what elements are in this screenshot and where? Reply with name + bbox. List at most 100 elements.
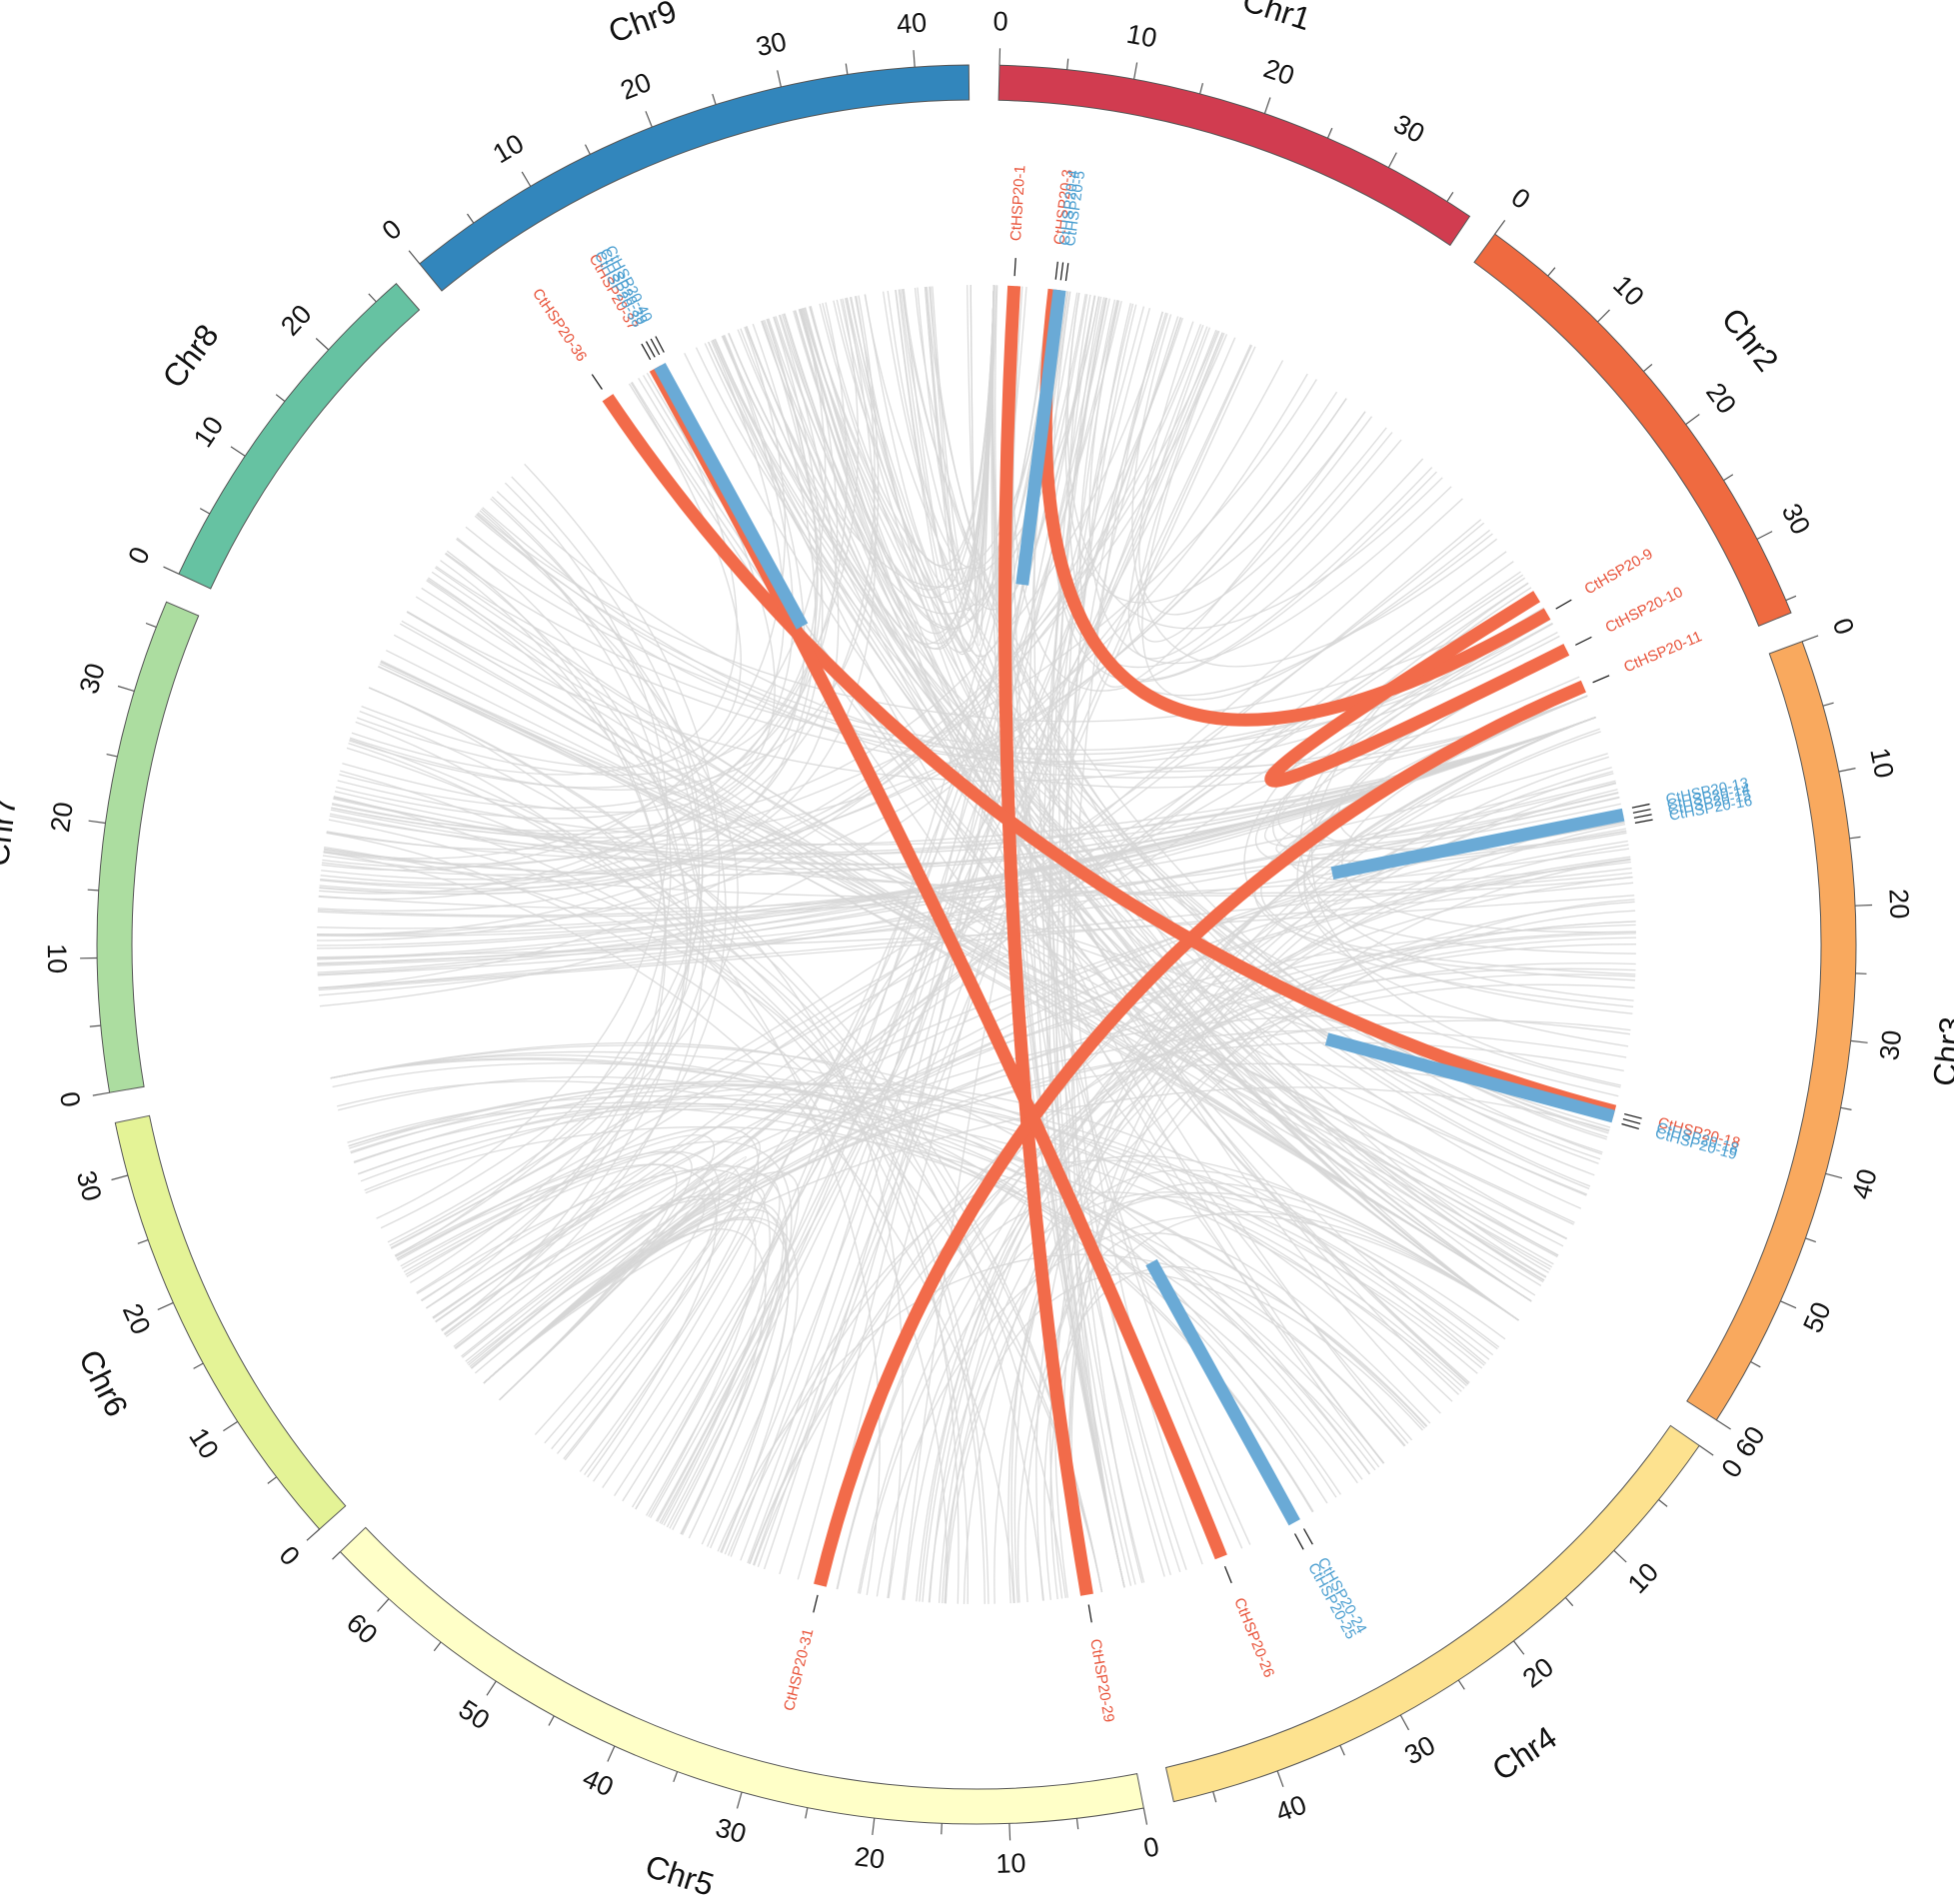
tick-mark — [368, 293, 377, 303]
gene-label: CtHSP20-10 — [1603, 584, 1686, 637]
collinearity-link — [320, 295, 876, 887]
tick-label: 50 — [1797, 1297, 1837, 1337]
collinearity-link — [858, 844, 1629, 1594]
collinearity-link — [365, 1126, 1406, 1446]
tick-mark — [1825, 1172, 1843, 1179]
tick-mark — [584, 144, 591, 155]
collinearity-link — [401, 620, 1532, 1302]
tick-mark — [1008, 1823, 1011, 1841]
tick-label: 20 — [1260, 53, 1298, 91]
collinearity-link — [441, 1193, 790, 1549]
collinearity-link — [319, 320, 824, 893]
collinearity-link — [405, 1163, 678, 1401]
collinearity-link — [321, 398, 1347, 881]
tick-label: 20 — [275, 299, 317, 341]
collinearity-link — [1127, 327, 1393, 660]
collinearity-link — [318, 334, 1228, 988]
collinearity-link — [474, 1228, 767, 1535]
tick-mark — [1750, 1360, 1761, 1368]
collinearity-link — [1068, 731, 1601, 1596]
collinearity-link — [394, 508, 672, 1257]
tick-label: 0 — [377, 214, 408, 247]
tick-mark — [377, 1598, 390, 1612]
tick-mark — [1387, 152, 1397, 168]
collinearity-link — [783, 313, 1519, 1321]
tandem-duplication-link — [1015, 289, 1066, 586]
tick-label: 10 — [188, 411, 230, 453]
collinearity-link — [317, 323, 817, 912]
collinearity-link — [929, 983, 1635, 1603]
collinearity-link — [317, 391, 1338, 936]
tick-mark — [1564, 1597, 1574, 1607]
tick-mark — [145, 622, 157, 628]
collinearity-link — [483, 815, 1624, 1384]
collinearity-link — [431, 571, 1567, 1240]
collinearity-link — [809, 306, 1591, 1187]
gene-label: CtHSP20-1 — [1007, 165, 1028, 242]
tick-label: 10 — [42, 944, 72, 974]
tick-mark — [199, 508, 211, 515]
tick-mark — [1822, 702, 1834, 707]
chromosome-label: Chr1 — [1238, 0, 1315, 37]
tick-label: 60 — [1729, 1421, 1770, 1462]
collinearity-link — [322, 373, 1308, 876]
gene-pointer-arrow — [1054, 261, 1058, 280]
collinearity-link — [768, 318, 1532, 1302]
tick-label: 20 — [1883, 889, 1914, 920]
collinearity-link — [322, 379, 1317, 869]
chromosome-chr6 — [114, 1114, 347, 1530]
chromosome-label: Chr9 — [604, 0, 681, 50]
collinearity-link — [440, 931, 1636, 1331]
segmental-duplication-link — [1264, 591, 1570, 788]
tick-mark — [1066, 58, 1069, 70]
tick-mark — [1597, 309, 1610, 323]
tick-mark — [1658, 1499, 1668, 1507]
tandem-duplication-link — [1324, 1032, 1615, 1123]
tick-mark — [332, 1551, 341, 1560]
tick-label: 0 — [992, 6, 1008, 36]
collinearity-link — [916, 921, 1636, 1602]
collinearity-link — [316, 324, 1202, 942]
collinearity-link — [1138, 321, 1387, 616]
tick-mark — [1698, 1444, 1714, 1456]
tick-label: 0 — [273, 1540, 305, 1571]
collinearity-link — [1007, 1195, 1485, 1604]
collinearity-link — [864, 294, 1599, 1164]
tick-mark — [777, 70, 782, 88]
collinearity-link — [386, 650, 1574, 1225]
collinearity-link — [748, 728, 1600, 1564]
tandem-duplication-link — [1330, 808, 1625, 880]
gene-pointer-arrow — [650, 338, 661, 356]
collinearity-link — [390, 574, 1524, 1249]
gene-label: CtHSP20-29 — [1086, 1638, 1117, 1724]
tick-mark — [1801, 635, 1819, 643]
collinearity-link — [326, 316, 823, 851]
tick-mark — [645, 111, 653, 128]
tick-label: 20 — [853, 1841, 886, 1874]
gene-pointer-arrow — [1059, 262, 1064, 281]
tick-mark — [1446, 191, 1454, 202]
collinearity-link — [406, 519, 1482, 1277]
collinearity-link — [355, 721, 948, 1604]
tick-mark — [1850, 1039, 1868, 1043]
collinearity-link — [684, 353, 1545, 1281]
collinearity-link — [323, 308, 827, 860]
segmental-duplication-link — [602, 394, 1617, 1118]
gene-label: CtHSP20-26 — [1230, 1595, 1277, 1680]
collinearity-link — [483, 1062, 1615, 1384]
collinearity-link — [1095, 316, 1366, 688]
collinearity-link — [1070, 771, 1614, 1596]
gene-pointer-line — [1087, 1604, 1092, 1623]
tick-mark — [315, 338, 330, 351]
tick-mark — [1849, 836, 1861, 840]
tick-label: 30 — [1874, 1028, 1907, 1061]
collinearity-link — [483, 1086, 1610, 1384]
collinearity-link — [348, 1080, 1478, 1374]
tick-mark — [92, 1091, 110, 1096]
tick-mark — [1613, 1549, 1627, 1563]
collinearity-link — [328, 819, 960, 1604]
collinearity-link — [317, 895, 1635, 958]
collinearity-link — [993, 756, 1609, 1604]
tick-mark — [941, 1823, 943, 1835]
collinearity-link — [471, 561, 1514, 1369]
